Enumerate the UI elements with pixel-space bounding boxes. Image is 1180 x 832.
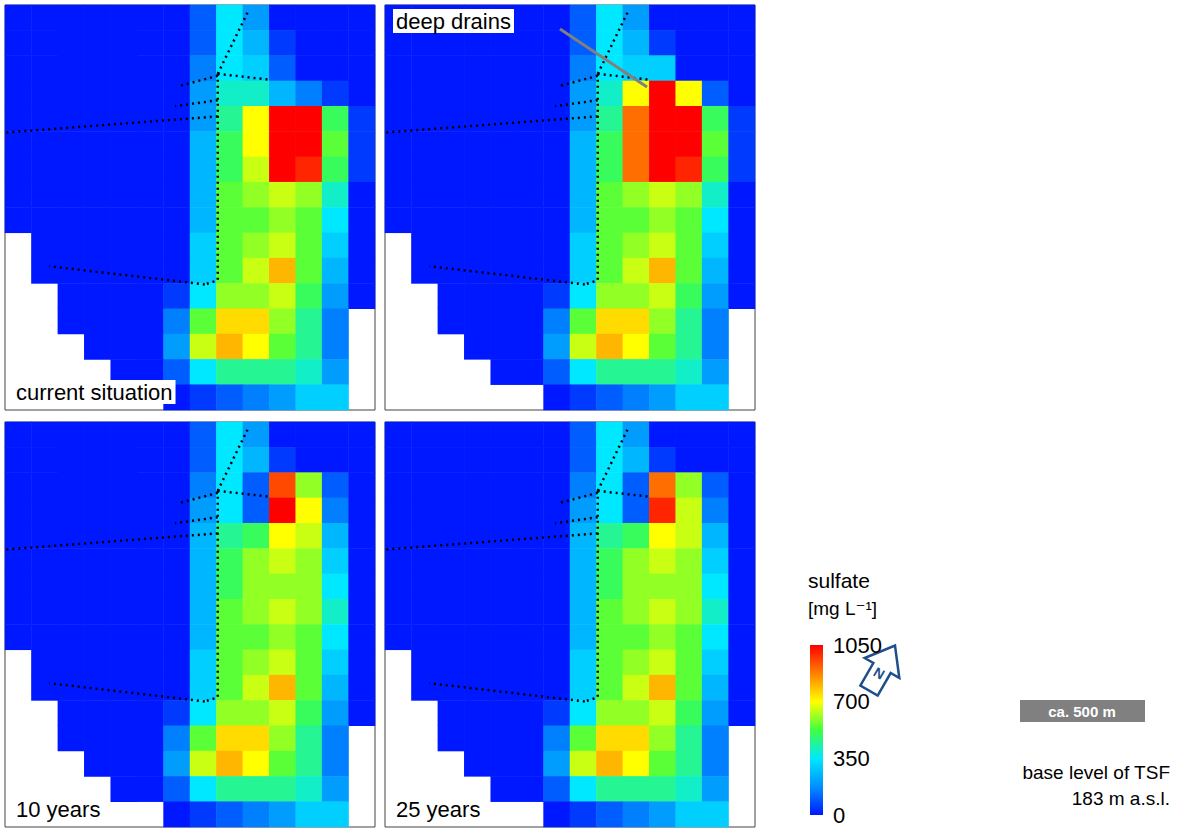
- svg-text:[mg L⁻¹]: [mg L⁻¹]: [808, 598, 877, 619]
- svg-text:sulfate: sulfate: [808, 569, 870, 592]
- svg-text:1050: 1050: [833, 633, 882, 658]
- svg-text:10 years: 10 years: [16, 797, 100, 822]
- svg-text:ca. 500 m: ca. 500 m: [1048, 703, 1116, 720]
- svg-text:25 years: 25 years: [396, 797, 480, 822]
- svg-text:deep drains: deep drains: [396, 9, 511, 34]
- svg-text:current situation: current situation: [16, 380, 173, 405]
- svg-text:183 m a.s.l.: 183 m a.s.l.: [1072, 788, 1170, 809]
- svg-text:350: 350: [833, 746, 870, 771]
- svg-text:N: N: [871, 664, 888, 683]
- svg-text:700: 700: [833, 689, 870, 714]
- svg-text:base level of TSF: base level of TSF: [1022, 762, 1170, 783]
- svg-text:0: 0: [833, 803, 845, 828]
